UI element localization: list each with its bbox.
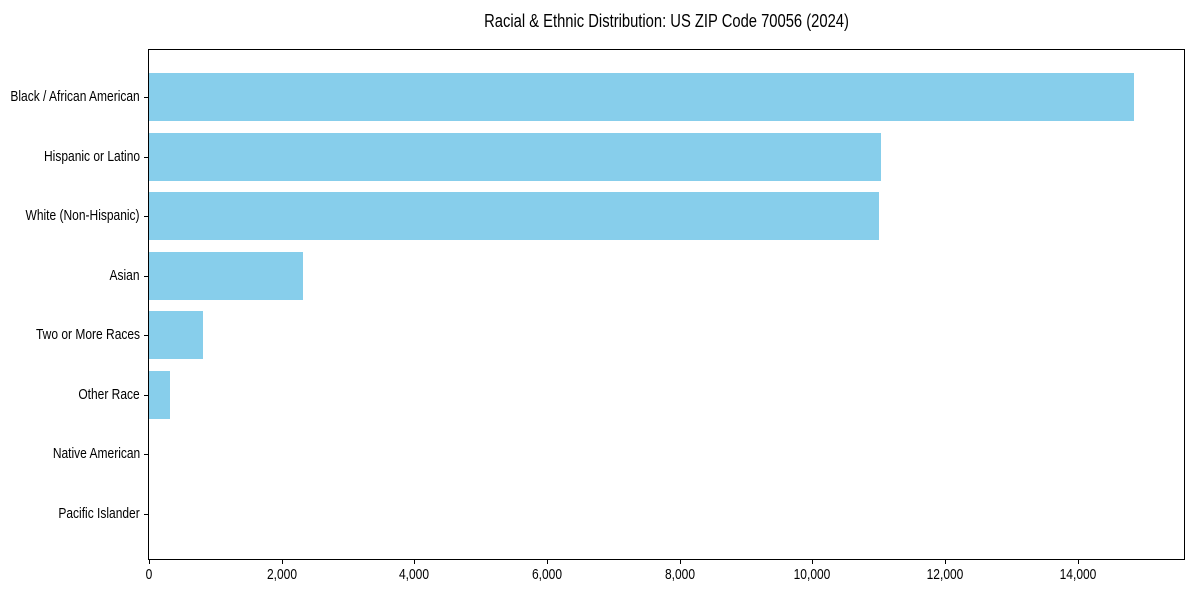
y-tick-label-black-african-american: Black / African American: [10, 88, 140, 105]
x-tick-mark-0: [149, 560, 150, 564]
bar-other-race: [149, 370, 170, 419]
bar-black-african-american: [149, 73, 1135, 121]
y-tick-mark-black-african-american: [144, 97, 148, 98]
x-tick-mark-6-000: [547, 560, 548, 564]
y-tick-label-asian: Asian: [109, 266, 140, 284]
bar-hispanic-or-latino: [149, 132, 882, 181]
x-tick-mark-8-000: [680, 560, 681, 564]
y-tick-mark-white-non-hispanic: [144, 216, 148, 217]
x-tick-mark-12-000: [945, 560, 946, 564]
chart-title: Racial & Ethnic Distribution: US ZIP Cod…: [484, 11, 849, 31]
y-tick-label-hispanic-or-latino: Hispanic or Latino: [43, 147, 140, 165]
x-tick-label-2-000: 2,000: [266, 566, 297, 583]
y-tick-label-native-american: Native American: [52, 445, 140, 462]
x-tick-label-14-000: 14,000: [1059, 566, 1097, 583]
x-tick-mark-2-000: [282, 560, 283, 564]
x-tick-label-0: 0: [145, 566, 153, 583]
x-tick-mark-14-000: [1078, 560, 1079, 564]
plot-area: [148, 49, 1185, 560]
y-tick-mark-asian: [144, 276, 148, 277]
y-tick-label-other-race: Other Race: [78, 385, 140, 403]
y-tick-mark-two-or-more-races: [144, 335, 148, 336]
bar-white-non-hispanic: [149, 192, 880, 240]
x-tick-label-12-000: 12,000: [926, 566, 964, 583]
x-tick-label-6-000: 6,000: [532, 566, 563, 583]
bar-asian: [149, 251, 303, 300]
x-tick-label-4-000: 4,000: [399, 566, 430, 583]
y-tick-mark-hispanic-or-latino: [144, 157, 148, 158]
y-tick-label-pacific-islander: Pacific Islander: [58, 504, 140, 522]
x-tick-label-10-000: 10,000: [794, 566, 831, 583]
y-tick-mark-other-race: [144, 395, 148, 396]
x-tick-mark-10-000: [812, 560, 813, 564]
y-tick-mark-pacific-islander: [144, 514, 148, 515]
y-tick-mark-native-american: [144, 454, 148, 455]
y-tick-label-white-non-hispanic: White (Non-Hispanic): [25, 207, 140, 224]
x-tick-mark-4-000: [414, 560, 415, 564]
bar-two-or-more-races: [149, 311, 204, 359]
y-tick-label-two-or-more-races: Two or More Races: [35, 326, 140, 343]
x-tick-label-8-000: 8,000: [664, 566, 695, 583]
